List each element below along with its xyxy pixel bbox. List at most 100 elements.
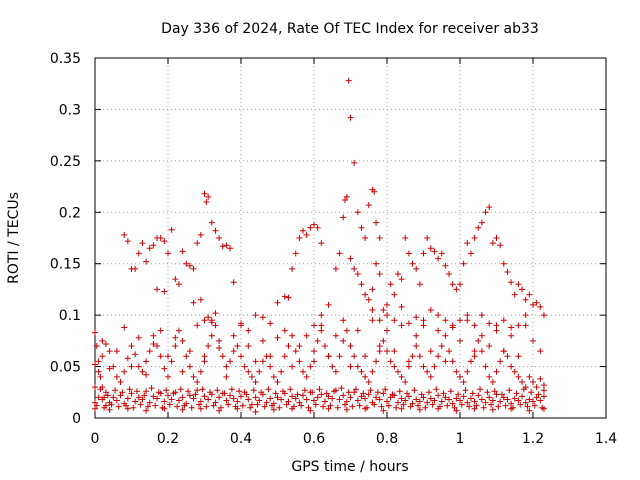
data-point <box>179 337 186 344</box>
data-point <box>347 114 354 121</box>
data-point <box>398 373 405 380</box>
data-point <box>320 403 327 410</box>
data-point <box>347 394 354 401</box>
data-point <box>139 396 146 403</box>
data-point <box>285 343 292 349</box>
data-point <box>92 405 98 412</box>
data-point <box>172 343 179 349</box>
data-point <box>394 399 401 406</box>
data-point <box>540 405 547 412</box>
data-point <box>420 394 427 401</box>
data-point <box>460 379 467 385</box>
data-point <box>113 348 120 355</box>
data-point <box>276 404 283 411</box>
data-point <box>205 396 212 403</box>
data-point <box>205 314 212 321</box>
data-point <box>471 235 478 241</box>
data-point <box>530 301 536 308</box>
data-point <box>486 394 493 401</box>
data-points <box>92 77 547 415</box>
data-point <box>332 332 339 339</box>
data-point <box>365 296 372 303</box>
data-point <box>369 307 376 313</box>
data-point <box>351 265 358 272</box>
data-point <box>384 348 390 355</box>
data-point <box>258 389 265 396</box>
data-point <box>124 395 131 402</box>
data-point <box>190 299 197 306</box>
data-point <box>362 395 369 402</box>
data-point <box>210 402 217 409</box>
data-point <box>281 353 288 360</box>
data-point <box>245 396 252 403</box>
data-point <box>300 392 307 399</box>
data-point <box>146 245 153 252</box>
data-point <box>515 281 522 288</box>
data-point <box>380 407 387 414</box>
data-point <box>234 398 241 405</box>
data-point <box>203 403 210 410</box>
data-point <box>203 199 210 205</box>
data-point <box>197 405 204 412</box>
data-point <box>365 202 372 209</box>
data-point <box>336 396 343 403</box>
data-point <box>219 243 226 250</box>
data-point <box>192 391 199 398</box>
data-point <box>405 393 412 400</box>
data-point <box>183 260 190 267</box>
data-point <box>478 219 485 226</box>
data-point <box>530 337 536 344</box>
data-point <box>435 312 442 319</box>
data-point <box>216 345 223 352</box>
data-point <box>475 224 482 231</box>
data-point <box>325 405 332 412</box>
data-point <box>416 406 423 413</box>
x-tick-label: 1.4 <box>595 431 617 447</box>
data-point <box>102 389 109 396</box>
data-point <box>321 398 328 405</box>
data-point <box>254 401 261 408</box>
data-point <box>493 327 500 334</box>
data-point <box>327 402 334 409</box>
data-point <box>208 332 215 339</box>
data-point <box>340 337 347 344</box>
data-point <box>223 363 230 370</box>
data-point <box>385 402 392 409</box>
data-point <box>486 320 493 327</box>
data-point <box>515 397 522 404</box>
data-point <box>384 398 390 405</box>
data-point <box>420 317 427 324</box>
data-point <box>340 392 347 399</box>
data-point <box>460 393 467 400</box>
data-point <box>296 358 303 365</box>
data-point <box>190 395 197 402</box>
data-point <box>318 322 325 329</box>
x-tick-label: 0.4 <box>230 431 252 447</box>
data-point <box>154 343 161 349</box>
data-point <box>311 348 317 355</box>
data-point <box>296 235 303 241</box>
data-point <box>141 392 148 399</box>
data-point <box>522 322 529 329</box>
data-point <box>362 353 369 360</box>
data-point <box>464 399 471 406</box>
data-point <box>394 271 401 277</box>
data-point <box>112 387 119 394</box>
data-point <box>93 402 100 409</box>
data-point <box>478 312 485 319</box>
data-point <box>143 388 150 395</box>
data-point <box>343 406 350 413</box>
data-point <box>369 286 376 293</box>
data-point <box>486 204 493 211</box>
data-point <box>396 388 403 395</box>
data-point <box>318 240 325 247</box>
data-point <box>281 293 288 300</box>
data-point <box>99 337 106 344</box>
data-point <box>453 395 460 402</box>
data-point <box>197 296 204 303</box>
data-point <box>115 403 122 410</box>
data-point <box>497 398 504 405</box>
data-point <box>424 235 431 241</box>
data-point <box>172 276 179 283</box>
data-point <box>186 363 193 370</box>
